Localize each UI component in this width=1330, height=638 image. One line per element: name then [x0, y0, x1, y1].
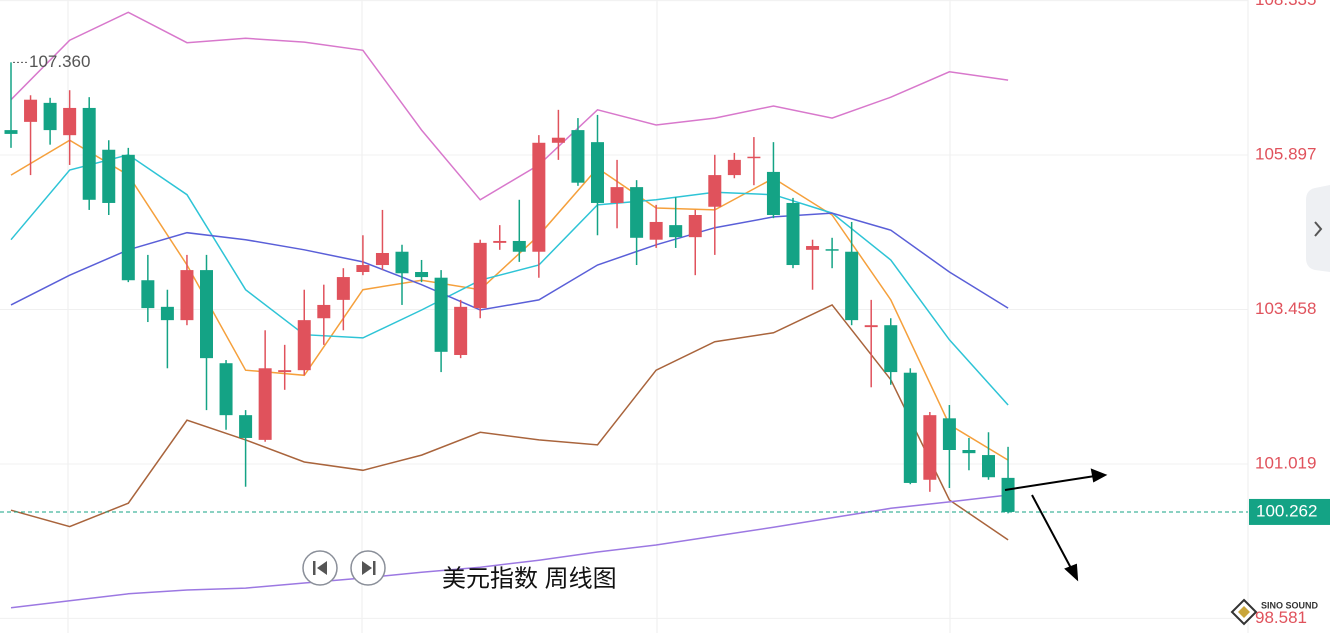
candle-body — [297, 320, 311, 371]
candle-body — [825, 249, 839, 251]
candle-body — [278, 370, 292, 373]
logo: SINO SOUND — [1230, 598, 1319, 626]
candle-body — [649, 221, 663, 240]
candle-body — [160, 306, 174, 321]
y-tick-label: 105.897 — [1255, 144, 1316, 163]
candle-body — [669, 225, 683, 238]
candle-body — [454, 306, 468, 355]
y-tick-label: 103.458 — [1255, 299, 1316, 318]
candle-body — [884, 325, 898, 373]
indicator-line — [10, 11, 1009, 201]
indicator-line — [10, 212, 1009, 311]
candle-body — [806, 246, 820, 250]
candle-body — [24, 99, 38, 122]
candle-body — [708, 175, 722, 207]
last-price-label: 100.262 — [1256, 501, 1317, 520]
candle-body — [200, 270, 213, 359]
candle-body — [415, 272, 429, 278]
indicator-line — [10, 303, 1009, 541]
logo-text: SINO SOUND — [1261, 600, 1319, 610]
candle-body — [727, 159, 741, 176]
candle-body — [63, 107, 77, 136]
candle-body — [942, 418, 956, 450]
max-label: 107.360 — [29, 52, 90, 71]
candle-body — [630, 187, 644, 238]
chart-title: 美元指数 周线图 — [442, 565, 617, 592]
candle-body — [551, 137, 565, 143]
candle-body — [903, 372, 917, 483]
candle-body — [258, 368, 272, 440]
nav-buttons[interactable] — [302, 550, 386, 586]
indicator-line — [10, 139, 1009, 461]
candle-body — [786, 202, 800, 266]
last-price-box — [1249, 498, 1330, 525]
candle-body — [688, 214, 702, 238]
candle-body — [571, 130, 585, 183]
candle-body — [141, 280, 155, 309]
candle-body — [766, 171, 780, 215]
candle-body — [356, 265, 370, 273]
arrows — [1004, 468, 1108, 582]
candle-body — [747, 156, 761, 159]
candle-body — [610, 187, 624, 203]
candle-body — [532, 142, 546, 252]
y-tick-label: 108.335 — [1255, 0, 1316, 9]
y-tick-label: 98.581 — [1255, 608, 1307, 627]
candle-body — [219, 363, 233, 416]
indicator-line — [10, 153, 1009, 406]
candle-body — [102, 149, 116, 203]
candle-body — [923, 415, 937, 480]
candle-body — [845, 251, 859, 321]
indicator-line — [10, 494, 1009, 609]
candle-body — [864, 325, 878, 328]
candle-body — [121, 154, 135, 281]
candle-body — [375, 252, 389, 266]
candle-body — [1001, 477, 1015, 512]
side-panel[interactable] — [1306, 185, 1330, 272]
candle-body — [591, 142, 604, 203]
y-tick-label: 101.019 — [1255, 453, 1316, 472]
candle-body — [512, 240, 526, 252]
candle-body — [239, 415, 253, 438]
candle-body — [493, 240, 507, 243]
candle-body — [962, 449, 976, 454]
candle-body — [4, 130, 18, 134]
candle-body — [434, 277, 448, 352]
candle-body — [317, 304, 331, 319]
candle-body — [43, 102, 57, 131]
candle-body — [82, 107, 96, 200]
candle-body — [180, 270, 194, 321]
candle-body — [473, 242, 487, 309]
candle-body — [395, 251, 409, 274]
candle-body — [982, 455, 995, 478]
candle-body — [336, 277, 350, 300]
